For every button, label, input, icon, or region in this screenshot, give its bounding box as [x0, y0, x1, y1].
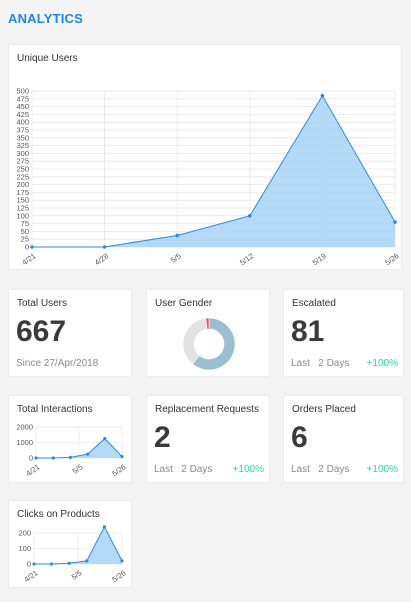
data-point	[320, 93, 325, 98]
series-line	[32, 94, 396, 248]
y-tick-label: 400	[16, 118, 29, 127]
donut-slice	[182, 317, 208, 365]
y-tick-label: 300	[16, 149, 29, 158]
x-tick-label: 4/21	[22, 568, 39, 584]
y-tick-label: 125	[16, 204, 29, 213]
clicks-on-products-chart[interactable]: 0 100 200 4/21 5/5 5/26	[9, 501, 133, 589]
x-tick-label: 5/26	[110, 568, 127, 584]
unique-users-card: Unique Users 0 25 50 75 100 125 150 175 200 225 25…	[8, 44, 402, 270]
total-users-since: Since 27/Apr/2018	[16, 358, 99, 369]
y-tick-label: 350	[16, 133, 29, 142]
page-title: ANALYTICS	[8, 11, 83, 26]
donut-slice	[205, 317, 210, 330]
y-tick-label: 0	[25, 243, 29, 252]
data-point	[67, 561, 71, 565]
unique-users-title: Unique Users	[17, 53, 78, 64]
x-tick-label: 5/5	[70, 568, 84, 581]
data-point	[248, 214, 252, 218]
data-point	[50, 562, 54, 566]
data-point	[32, 562, 36, 566]
y-tick-label: 175	[16, 188, 29, 197]
x-tick-label: 4/21	[24, 462, 41, 478]
y-tick-label: 325	[16, 141, 29, 150]
x-tick-label: 5/19	[311, 251, 328, 267]
data-point	[120, 454, 124, 459]
x-tick-label: 5/5	[71, 462, 85, 475]
replacement-requests-title: Replacement Requests	[155, 404, 259, 415]
total-users-value: 667	[16, 315, 67, 348]
y-tick-label: 25	[21, 235, 29, 244]
y-tick-label: 150	[16, 196, 29, 205]
y-tick-label: 475	[16, 94, 29, 103]
total-interactions-chart[interactable]: 0 1000 2000 4/21 5/5 5/26	[9, 396, 133, 484]
escalated-card: Escalated 81 Last 2 Days +100%	[283, 289, 404, 377]
donut-slice	[192, 317, 236, 371]
orders-placed-change: +100%	[366, 464, 398, 475]
y-tick-label: 450	[16, 102, 29, 111]
escalated-title: Escalated	[292, 298, 336, 309]
data-point	[34, 456, 38, 460]
y-tick-label: 375	[16, 126, 29, 135]
y-tick-label: 225	[16, 172, 29, 181]
y-tick-label: 75	[21, 219, 29, 228]
data-point	[51, 456, 55, 460]
series-area	[32, 95, 395, 248]
data-point	[120, 559, 124, 563]
data-point	[175, 233, 179, 238]
orders-placed-title: Orders Placed	[292, 404, 356, 415]
replacement-requests-period: Last 2 Days	[154, 464, 213, 475]
series-line	[36, 437, 123, 459]
total-interactions-title: Total Interactions	[17, 404, 93, 415]
user-gender-card: User Gender	[146, 289, 270, 377]
y-tick-label: 0	[27, 560, 31, 569]
total-users-title: Total Users	[17, 298, 68, 309]
series-line	[34, 525, 123, 565]
x-tick-label: 4/21	[20, 251, 37, 267]
escalated-value: 81	[291, 315, 325, 348]
y-tick-label: 2000	[16, 423, 33, 432]
clicks-on-products-card: Clicks on Products 0 100 200 4/21 5/5 5/26	[8, 500, 132, 588]
user-gender-donut[interactable]	[147, 290, 271, 378]
x-tick-label: 5/26	[110, 462, 127, 478]
y-tick-label: 100	[18, 544, 31, 553]
data-point	[85, 559, 89, 563]
x-tick-label: 4/28	[93, 251, 110, 267]
data-point	[393, 220, 397, 224]
series-area	[36, 438, 122, 458]
y-tick-label: 200	[16, 180, 29, 189]
y-tick-label: 275	[16, 157, 29, 166]
data-point	[103, 437, 107, 441]
y-tick-label: 100	[16, 211, 29, 220]
y-tick-label: 425	[16, 110, 29, 119]
x-tick-label: 5/26	[383, 251, 400, 267]
x-tick-label: 5/5	[169, 251, 183, 264]
replacement-requests-value: 2	[154, 421, 171, 454]
y-tick-label: 250	[16, 165, 29, 174]
data-point	[68, 455, 72, 459]
total-interactions-card: Total Interactions 0 1000 2000 4/21 5/5 5/26	[8, 395, 132, 483]
data-point	[102, 525, 106, 529]
x-tick-label: 5/12	[238, 251, 255, 267]
data-point	[86, 452, 90, 456]
orders-placed-value: 6	[291, 421, 308, 454]
y-tick-label: 0	[29, 454, 33, 463]
y-tick-label: 50	[21, 227, 29, 236]
orders-placed-period: Last 2 Days	[291, 464, 350, 475]
unique-users-chart[interactable]: 0255075100125150175200225250275300325350…	[9, 45, 403, 271]
y-tick-label: 200	[18, 529, 31, 538]
orders-placed-card: Orders Placed 6 Last 2 Days +100%	[283, 395, 404, 483]
data-point	[30, 245, 34, 249]
y-tick-label: 500	[16, 87, 29, 96]
replacement-requests-change: +100%	[232, 464, 264, 475]
data-point	[102, 245, 107, 249]
user-gender-title: User Gender	[155, 298, 213, 309]
escalated-change: +100%	[366, 358, 398, 369]
replacement-requests-card: Replacement Requests 2 Last 2 Days +100%	[146, 395, 270, 483]
clicks-on-products-title: Clicks on Products	[17, 509, 100, 520]
total-users-card: Total Users 667 Since 27/Apr/2018	[8, 289, 132, 377]
y-tick-label: 1000	[16, 438, 33, 447]
escalated-period: Last 2 Days	[291, 358, 350, 369]
